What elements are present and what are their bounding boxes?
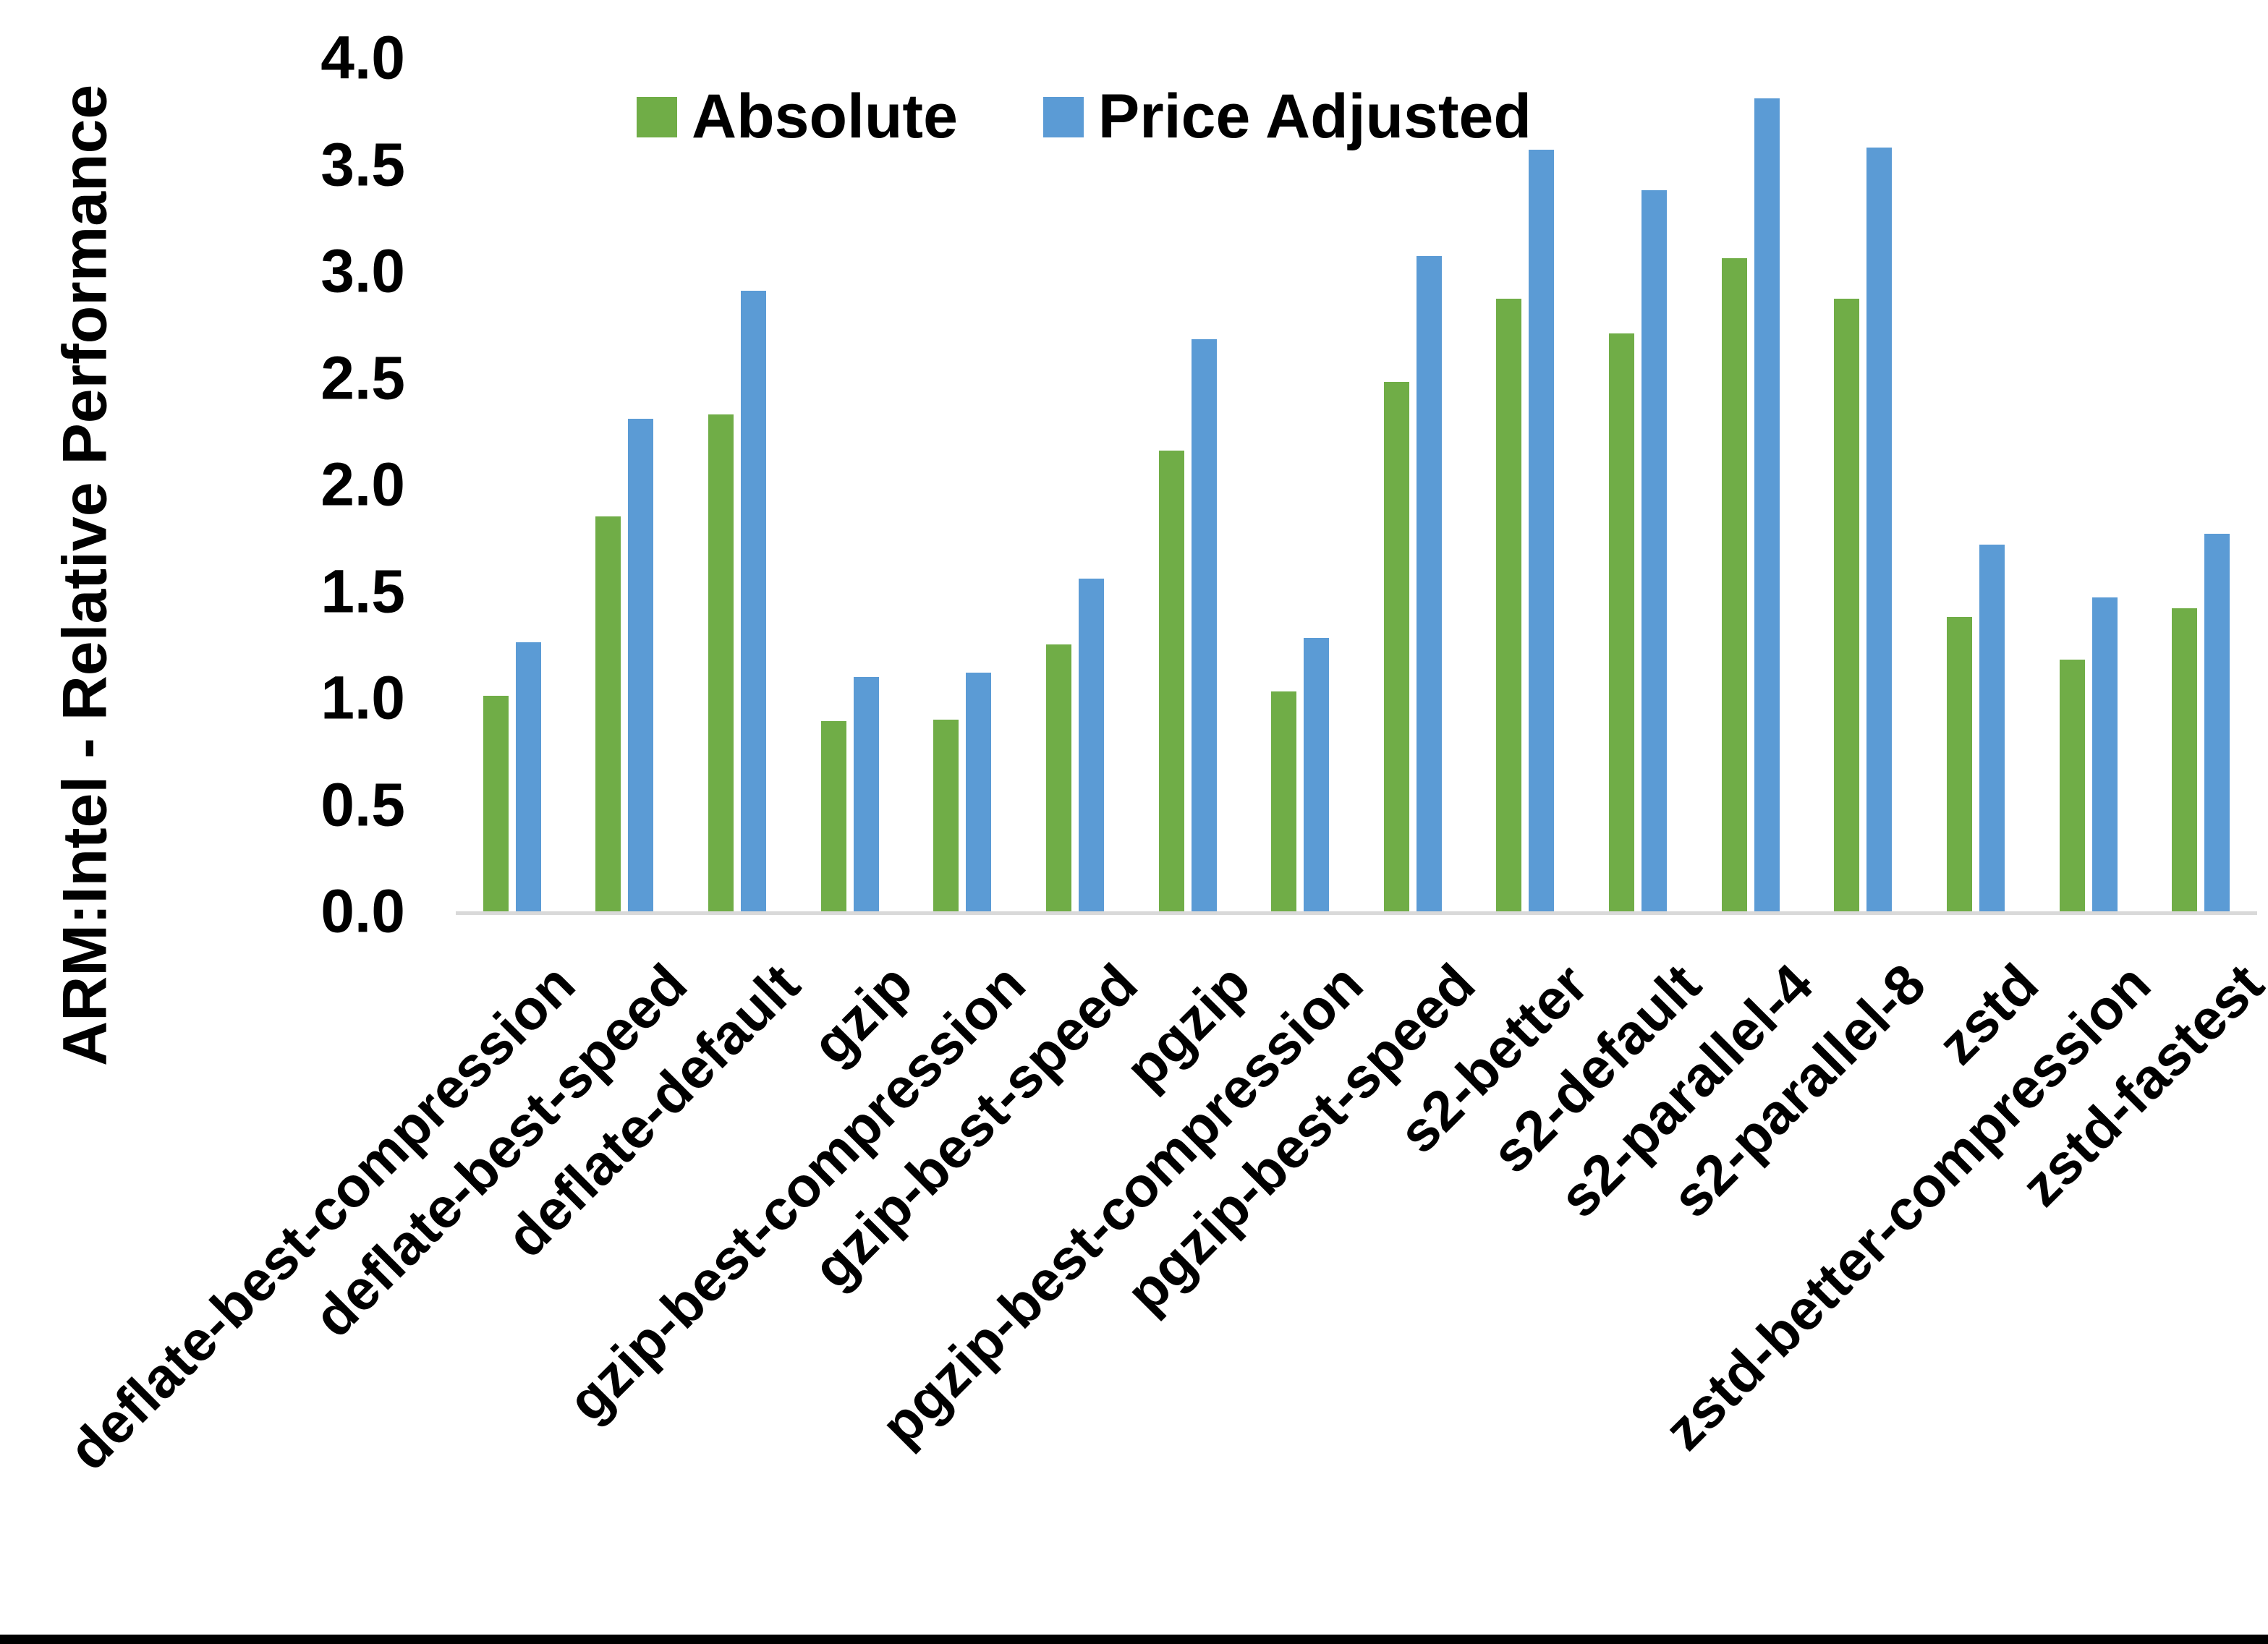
bar-absolute	[1496, 299, 1522, 911]
y-tick-label: 2.5	[320, 344, 405, 412]
legend: Absolute Price Adjusted	[637, 81, 1532, 153]
bar-price-adjusted	[2204, 533, 2230, 911]
legend-item-price-adjusted: Price Adjusted	[1042, 81, 1532, 153]
bar-absolute	[1045, 644, 1071, 911]
bar-absolute	[1383, 382, 1409, 911]
bar-group-zstd-fastest	[2144, 58, 2257, 911]
y-tick-label: 0.0	[320, 877, 405, 945]
y-tick-label: 4.0	[320, 23, 405, 92]
y-axis-ticks: 4.0 3.5 3.0 2.5 2.0 1.5 1.0 0.5 0.0	[0, 24, 405, 945]
bar-group-s2-better	[1469, 58, 1582, 911]
bar-group-s2-default	[1581, 58, 1694, 911]
bar-group-gzip-best-speed	[1019, 58, 1131, 911]
bar-price-adjusted	[2091, 597, 2118, 911]
bar-price-adjusted	[628, 418, 654, 911]
bar-group-deflate-best-compression	[456, 58, 569, 911]
bar-absolute	[1946, 616, 1972, 911]
bar-absolute	[2172, 608, 2198, 911]
plot-area	[456, 58, 2257, 915]
bar-price-adjusted	[1304, 638, 1330, 911]
bar-group-gzip-best-compression	[906, 58, 1019, 911]
bar-group-gzip	[794, 58, 906, 911]
bar-group-deflate-default	[681, 58, 794, 911]
bar-price-adjusted	[1529, 149, 1555, 911]
bar-absolute	[708, 414, 734, 911]
bar-price-adjusted	[853, 676, 879, 911]
bar-absolute	[1158, 450, 1184, 911]
y-tick-label: 3.5	[320, 130, 405, 198]
bar-absolute	[1609, 333, 1635, 911]
legend-swatch-absolute	[637, 96, 677, 137]
bar-group-s2-parallel-8	[1807, 58, 1920, 911]
y-tick-label: 3.0	[320, 237, 405, 305]
bar-group-pgzip	[1131, 58, 1244, 911]
x-axis-labels: deflate-best-compression deflate-best-spe…	[0, 913, 2268, 1564]
y-tick-label: 1.0	[320, 663, 405, 732]
y-tick-label: 2.0	[320, 450, 405, 519]
bar-price-adjusted	[1078, 578, 1104, 911]
bar-group-zstd-better-compression	[2032, 58, 2145, 911]
bar-group-deflate-best-speed	[569, 58, 681, 911]
bar-price-adjusted	[1416, 256, 1442, 911]
legend-item-absolute: Absolute	[637, 81, 958, 153]
bars-container	[456, 58, 2257, 911]
bar-price-adjusted	[1979, 544, 2005, 911]
bar-price-adjusted	[515, 642, 541, 911]
bar-absolute	[2059, 659, 2085, 911]
bar-group-pgzip-best-speed	[1356, 58, 1469, 911]
bar-group-s2-parallel-4	[1694, 58, 1807, 911]
bottom-border	[0, 1635, 2268, 1644]
bar-price-adjusted	[1191, 339, 1217, 911]
bar-absolute	[1271, 691, 1297, 911]
bar-group-pgzip-best-compression	[1244, 58, 1356, 911]
legend-swatch-price-adjusted	[1042, 96, 1084, 137]
legend-label-absolute: Absolute	[692, 82, 958, 151]
y-tick-label: 0.5	[320, 770, 405, 838]
bar-absolute	[820, 721, 846, 911]
bar-price-adjusted	[966, 672, 992, 911]
bar-absolute	[1834, 299, 1860, 911]
bar-price-adjusted	[1754, 98, 1780, 911]
bar-absolute	[933, 719, 959, 911]
bar-absolute	[1721, 258, 1747, 911]
bar-price-adjusted	[1641, 189, 1668, 911]
legend-label-price-adjusted: Price Adjusted	[1097, 82, 1532, 151]
y-tick-label: 1.5	[320, 557, 405, 625]
bar-absolute	[595, 516, 621, 911]
bar-absolute	[483, 696, 509, 911]
bar-group-zstd	[1919, 58, 2032, 911]
bar-price-adjusted	[741, 290, 767, 911]
bar-price-adjusted	[1866, 147, 1893, 911]
